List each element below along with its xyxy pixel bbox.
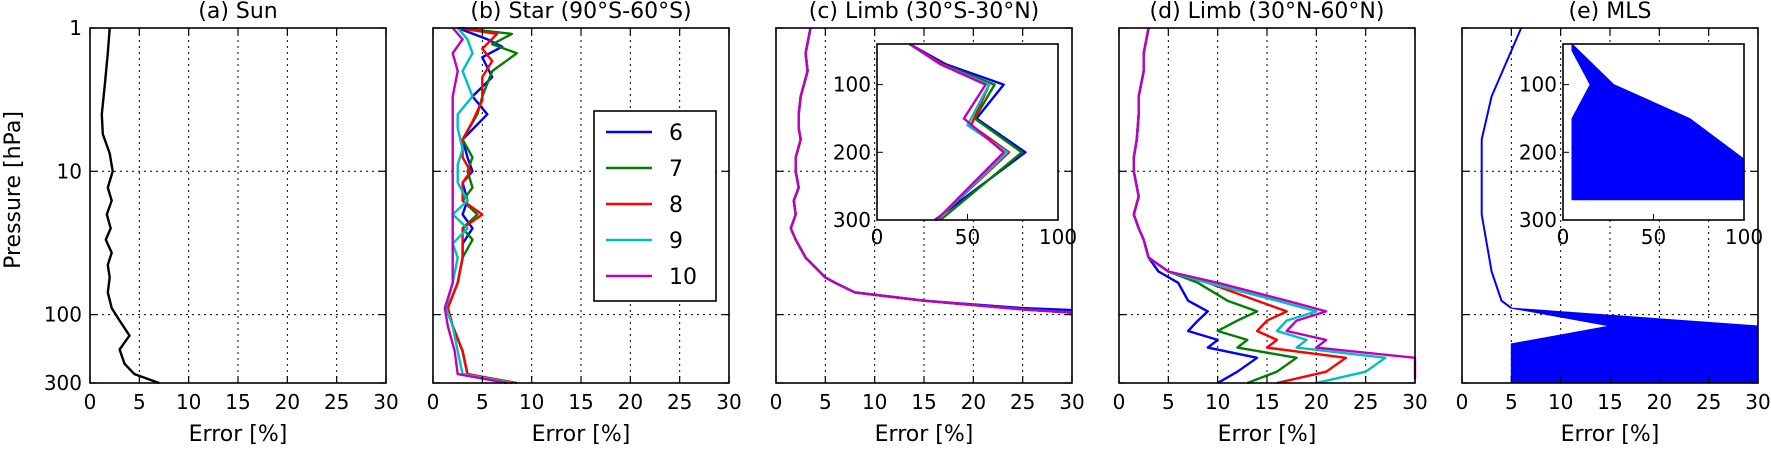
x-tick-label: 25 <box>324 390 349 414</box>
legend-label-10: 10 <box>669 265 697 290</box>
x-tick-label: 25 <box>667 390 692 414</box>
panel-title: (e) MLS <box>1569 0 1652 24</box>
panel-title: (c) Limb (30°S-30°N) <box>809 0 1040 24</box>
inset-x-tick-label: 50 <box>955 225 980 249</box>
series-line-8 <box>1132 27 1348 385</box>
inset-series-line-10 <box>908 42 1005 221</box>
series-line-10 <box>789 27 1073 314</box>
inset-y-tick-label: 100 <box>1519 73 1557 97</box>
x-tick-label: 0 <box>427 390 440 414</box>
x-tick-label: 30 <box>373 390 398 414</box>
y-tick-label: 100 <box>44 303 82 327</box>
x-tick-label: 15 <box>225 390 250 414</box>
series-line-9 <box>444 27 513 385</box>
legend-label-8: 8 <box>669 193 683 218</box>
inset-y-tick-label: 300 <box>833 208 871 232</box>
panel-e: 0 5 10 15 20 25 30 (e) MLS Error [%] 0 50 100 100 200… <box>1456 0 1771 447</box>
x-tick-label: 5 <box>133 390 146 414</box>
x-tick-label: 10 <box>1205 390 1230 414</box>
series-line-10 <box>443 27 508 385</box>
panel-title: (b) Star (90°S-60°S) <box>470 0 691 24</box>
x-tick-label: 25 <box>1010 390 1035 414</box>
inset-y-tick-label: 100 <box>833 73 871 97</box>
x-tick-label: 5 <box>1162 390 1175 414</box>
x-tick-label: 30 <box>1402 390 1427 414</box>
x-axis-label: Error [%] <box>1561 422 1660 447</box>
x-tick-label: 30 <box>716 390 741 414</box>
x-tick-label: 20 <box>275 390 300 414</box>
series-line-10 <box>1132 27 1417 379</box>
x-tick-label: 15 <box>568 390 593 414</box>
y-axis-label: Pressure [hPa] <box>1 111 26 269</box>
mls-area <box>1510 307 1759 384</box>
inset-mls-area <box>1571 42 1745 201</box>
panel-c: 0 5 10 15 20 25 30 (c) Limb (30°S-30°N) Error [%… <box>770 0 1085 447</box>
inset-c: 0 50 100 100 200 300 <box>833 42 1077 249</box>
series-line-7 <box>1132 27 1298 385</box>
inset-background <box>877 44 1058 220</box>
x-tick-label: 25 <box>1696 390 1721 414</box>
x-tick-label: 30 <box>1059 390 1084 414</box>
x-tick-label: 15 <box>1597 390 1622 414</box>
panel-title: (a) Sun <box>198 0 278 24</box>
x-tick-label: 20 <box>1304 390 1329 414</box>
inset-x-tick-label: 100 <box>1725 225 1763 249</box>
x-tick-label: 0 <box>770 390 783 414</box>
x-tick-label: 15 <box>1254 390 1279 414</box>
x-axis-label: Error [%] <box>189 422 288 447</box>
panel-b: 0 5 10 15 20 25 30 (b) Star (90°S-60°S) Error [%… <box>427 0 742 447</box>
legend: 6 7 8 9 10 <box>593 110 717 302</box>
x-tick-label: 5 <box>1505 390 1518 414</box>
panel-d: 0 5 10 15 20 25 30 (d) Limb (30°N-60°N) Error [%… <box>1113 0 1428 447</box>
panel-a: 0 5 10 15 20 25 30 1 10 100 300 (a) Sun Error [%] <box>44 0 399 447</box>
x-tick-label: 15 <box>911 390 936 414</box>
inset-x-tick-label: 50 <box>1641 225 1666 249</box>
x-tick-label: 25 <box>1353 390 1378 414</box>
inset-x-tick-label: 0 <box>871 225 884 249</box>
mls-line <box>1480 27 1523 309</box>
series-line-sun <box>100 27 160 385</box>
inset-y-tick-label: 200 <box>1519 140 1557 164</box>
x-axis-label: Error [%] <box>875 422 974 447</box>
x-tick-label: 5 <box>476 390 489 414</box>
x-tick-label: 30 <box>1745 390 1770 414</box>
legend-frame <box>593 110 717 302</box>
x-tick-label: 20 <box>1647 390 1672 414</box>
legend-label-7: 7 <box>669 157 683 182</box>
y-tick-label: 1 <box>69 16 82 40</box>
y-tick-label: 300 <box>44 371 82 395</box>
legend-label-9: 9 <box>669 229 683 254</box>
inset-series-line-6 <box>909 42 1027 221</box>
x-tick-label: 0 <box>1456 390 1469 414</box>
x-tick-label: 10 <box>1548 390 1573 414</box>
x-tick-label: 20 <box>961 390 986 414</box>
x-tick-label: 0 <box>1113 390 1126 414</box>
x-tick-label: 10 <box>176 390 201 414</box>
inset-y-tick-label: 200 <box>833 140 871 164</box>
inset-e: 0 50 100 100 200 300 <box>1519 42 1763 249</box>
x-axis-label: Error [%] <box>1218 422 1317 447</box>
x-tick-label: 0 <box>84 390 97 414</box>
x-tick-label: 10 <box>519 390 544 414</box>
legend-label-6: 6 <box>669 121 683 146</box>
x-axis-label: Error [%] <box>532 422 631 447</box>
x-tick-label: 5 <box>819 390 832 414</box>
panel-title: (d) Limb (30°N-60°N) <box>1150 0 1385 24</box>
x-tick-label: 10 <box>862 390 887 414</box>
inset-y-tick-label: 300 <box>1519 208 1557 232</box>
inset-x-tick-label: 0 <box>1557 225 1570 249</box>
x-tick-label: 20 <box>618 390 643 414</box>
inset-x-tick-label: 100 <box>1039 225 1077 249</box>
series-line-6 <box>1132 27 1259 385</box>
y-tick-label: 10 <box>57 159 82 183</box>
